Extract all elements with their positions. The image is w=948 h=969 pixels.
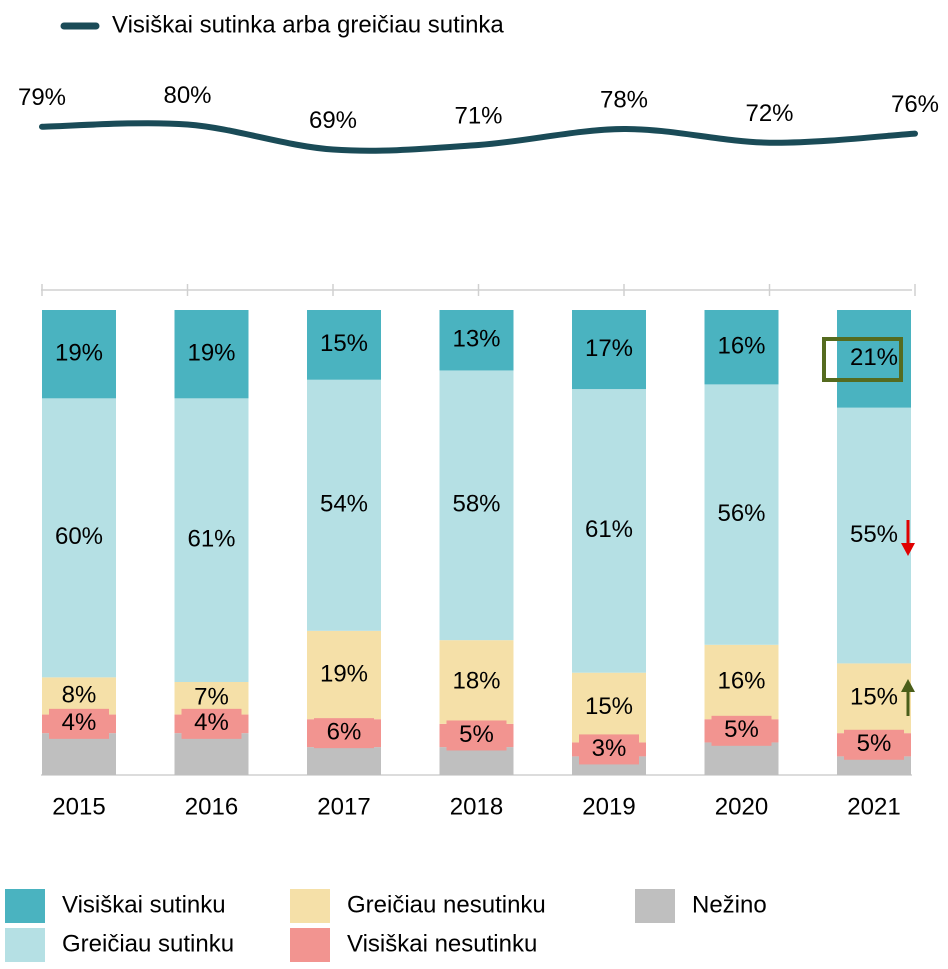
data-label: 58%	[452, 491, 500, 518]
legend-label: Visiškai nesutinku	[347, 930, 537, 957]
data-label: 16%	[717, 667, 765, 694]
bar-segment	[704, 384, 779, 645]
x-tick-label: 2021	[847, 793, 900, 820]
data-label: 61%	[187, 526, 235, 553]
bar-segment	[572, 389, 646, 673]
data-label: 6%	[327, 718, 362, 745]
x-tick-label: 2018	[450, 793, 503, 820]
data-label: 21%	[850, 344, 898, 371]
bar-segment	[704, 742, 779, 775]
x-tick-label: 2016	[185, 793, 238, 820]
bar-segment	[42, 733, 116, 775]
legend-label: Greičiau sutinku	[62, 930, 234, 957]
data-label: 7%	[194, 684, 229, 711]
x-tick-label: 2019	[582, 793, 635, 820]
legend-swatch	[290, 928, 330, 962]
x-tick-label: 2020	[715, 793, 768, 820]
data-label: 3%	[592, 735, 627, 762]
bar-segment	[572, 310, 646, 390]
bar-segment	[307, 310, 381, 380]
data-label: 55%	[850, 521, 898, 548]
data-label: 15%	[850, 684, 898, 711]
label-bg	[49, 708, 109, 739]
data-label: 13%	[452, 326, 500, 353]
bar-segment	[307, 630, 381, 720]
bar-segment	[174, 733, 249, 775]
line-label: 72%	[745, 100, 793, 127]
line	[39, 120, 918, 154]
up-arrow	[901, 679, 915, 716]
data-label: 19%	[320, 660, 368, 687]
legend-label: Nežino	[692, 891, 767, 918]
bar-segment	[439, 747, 514, 775]
data-label: 16%	[717, 333, 765, 360]
bar-segment	[174, 398, 249, 682]
data-label: 60%	[55, 523, 103, 550]
data-label: 5%	[857, 730, 892, 757]
bar-segment	[174, 310, 249, 399]
data-label: 15%	[585, 693, 633, 720]
line-label: 69%	[309, 107, 357, 134]
label-bg	[711, 715, 772, 746]
legend-label: Visiškai sutinku	[62, 891, 226, 918]
highlight-box	[822, 337, 903, 382]
bar-segment	[42, 310, 116, 399]
line-label: 78%	[600, 86, 648, 113]
legend-swatch	[635, 889, 675, 923]
data-label: 15%	[320, 330, 368, 357]
x-tick-label: 2015	[52, 793, 105, 820]
label-bg	[181, 708, 242, 739]
data-label: 18%	[452, 667, 500, 694]
bar-segment	[42, 398, 116, 678]
bar-segment	[837, 663, 911, 734]
line-label: 80%	[163, 82, 211, 109]
data-label: 61%	[585, 516, 633, 543]
label-bg	[844, 729, 904, 760]
line-label: 76%	[891, 91, 939, 118]
label-bg	[446, 720, 507, 751]
data-label: 54%	[320, 491, 368, 518]
data-label: 5%	[459, 721, 494, 748]
bar-segment	[704, 310, 779, 385]
legend-label: Greičiau nesutinku	[347, 891, 546, 918]
legend-swatch	[5, 928, 45, 962]
bar-segment	[439, 640, 514, 724]
bar-segment	[42, 677, 116, 715]
data-label: 4%	[62, 709, 97, 736]
data-label: 8%	[62, 681, 97, 708]
bar-segment	[837, 756, 911, 775]
data-label: 17%	[585, 335, 633, 362]
bar-segment	[837, 310, 911, 408]
data-label: 56%	[717, 500, 765, 527]
data-label: 19%	[187, 340, 235, 367]
bar-segment	[439, 370, 514, 641]
legend-label: Visiškai sutinka arba greičiau sutinka	[112, 11, 504, 38]
bar-segment	[837, 407, 911, 664]
data-label: 5%	[724, 716, 759, 743]
line-label: 71%	[454, 102, 502, 129]
label-bg	[579, 734, 639, 765]
legend-swatch	[5, 889, 45, 923]
legend-swatch	[290, 889, 330, 923]
bar-segment	[704, 644, 779, 720]
label-bg	[314, 718, 374, 749]
x-tick-label: 2017	[317, 793, 370, 820]
plot: 4%8%60%19%20154%7%61%19%20166%19%54%15%2…	[5, 11, 939, 962]
data-label: 19%	[55, 340, 103, 367]
down-arrow	[901, 520, 915, 556]
bar-segment	[572, 672, 646, 743]
bar-segment	[307, 747, 381, 775]
data-label: 4%	[194, 709, 229, 736]
bar-segment	[307, 379, 381, 631]
line-label: 79%	[18, 84, 66, 111]
bar-segment	[439, 310, 514, 371]
